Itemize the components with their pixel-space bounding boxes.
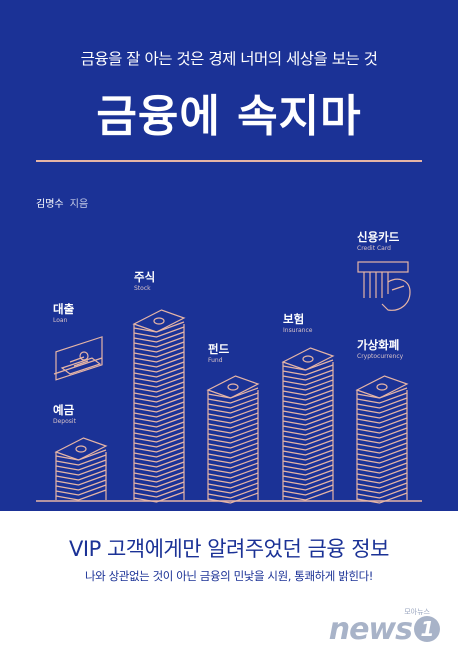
- watermark-mark: 1: [414, 616, 440, 642]
- author-line: 김명수 지음: [36, 195, 88, 210]
- label-credit-card: 신용카드 Credit Card: [357, 231, 399, 253]
- fund-stack-icon: [206, 375, 260, 504]
- label-deposit-en: Deposit: [53, 418, 76, 425]
- watermark-brand: news: [328, 612, 413, 647]
- news1-watermark: news 1: [329, 612, 440, 647]
- label-stock-ko: 주식: [134, 270, 156, 284]
- label-stock-en: Stock: [134, 285, 151, 292]
- cover-subtitle: 금융을 잘 아는 것은 경제 너머의 세상을 보는 것: [80, 50, 378, 68]
- credit-card-atm-icon: [357, 261, 411, 311]
- bottom-panel: [0, 511, 458, 669]
- stock-stack-icon: [132, 309, 186, 503]
- cover-description: 나와 상관없는 것이 아닌 금융의 민낯을 시원, 통쾌하게 밝힌다!: [84, 569, 373, 583]
- label-insurance-en: Insurance: [283, 327, 313, 334]
- loan-atm-icon: [53, 336, 103, 381]
- label-crypto: 가상화폐 Cryptocurrency: [357, 339, 403, 361]
- label-loan: 대출 Loan: [53, 303, 74, 325]
- label-deposit-ko: 예금: [53, 403, 75, 417]
- label-crypto-ko: 가상화폐: [357, 338, 400, 352]
- label-loan-en: Loan: [53, 317, 68, 324]
- label-fund-en: Fund: [208, 357, 223, 364]
- watermark-small-text: 모아뉴스: [404, 608, 430, 616]
- crypto-stack-icon: [355, 375, 409, 504]
- cover-title: 금융에 속지마: [96, 91, 362, 142]
- label-deposit: 예금 Deposit: [53, 404, 76, 426]
- label-insurance: 보험 Insurance: [283, 313, 312, 335]
- label-fund-ko: 펀드: [208, 342, 230, 356]
- label-fund: 펀드 Fund: [208, 343, 229, 365]
- label-insurance-ko: 보험: [283, 312, 305, 326]
- title-divider: [36, 160, 422, 162]
- label-credit-card-en: Credit Card: [357, 245, 391, 252]
- label-loan-ko: 대출: [53, 302, 75, 316]
- cover-tagline: VIP 고객에게만 알려주었던 금융 정보: [69, 537, 389, 561]
- author-role: 지음: [69, 199, 89, 210]
- insurance-stack-icon: [281, 347, 335, 501]
- label-credit-card-ko: 신용카드: [357, 230, 400, 244]
- label-crypto-en: Cryptocurrency: [357, 353, 404, 360]
- finance-illustration: [36, 261, 422, 504]
- author-name: 김명수: [36, 199, 64, 210]
- label-stock: 주식 Stock: [134, 271, 155, 293]
- deposit-stack-icon: [54, 437, 108, 501]
